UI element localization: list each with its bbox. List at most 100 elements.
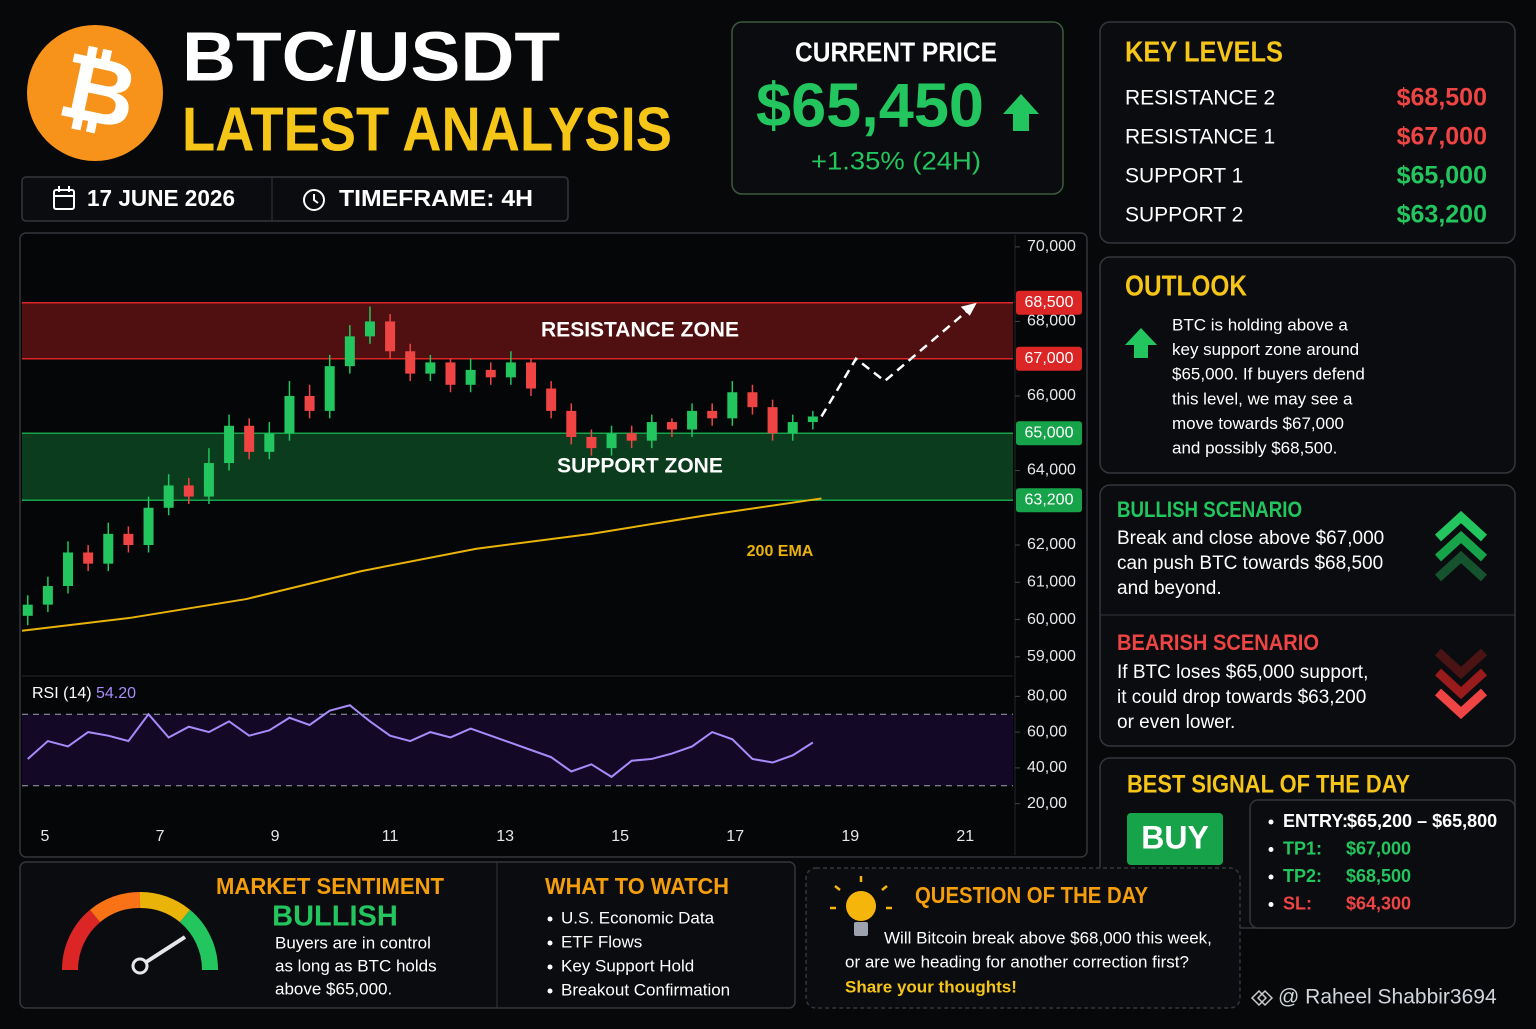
x-tick-label: 17 — [726, 828, 744, 845]
signal-value: $64,300 — [1346, 893, 1411, 913]
bullet — [547, 940, 553, 946]
signal-label: TP1: — [1283, 838, 1322, 858]
ema-line — [21, 497, 822, 632]
chart-panel — [19, 232, 1088, 858]
zone-label: SUPPORT ZONE — [557, 454, 723, 477]
bullet — [1268, 874, 1274, 880]
signal-value: $68,500 — [1346, 866, 1411, 886]
candle-body — [83, 552, 94, 564]
rsi-line — [27, 704, 814, 779]
outlook-text: this level, we may see a — [1172, 389, 1353, 408]
signal-label: SL: — [1283, 893, 1312, 913]
sentiment-text: Buyers are in control — [275, 933, 431, 952]
title: BTC/USDT — [182, 17, 560, 95]
y-tick-label: 68,000 — [1027, 313, 1076, 330]
bullish-chevrons — [1434, 510, 1488, 582]
candle-body — [224, 425, 235, 464]
candle-body — [626, 433, 637, 441]
candle-body — [606, 433, 617, 449]
candle-body — [324, 366, 335, 411]
candle-body — [445, 362, 456, 385]
candle-body — [465, 369, 476, 385]
sentiment-value: BULLISH — [272, 901, 398, 933]
y-tick-label: 66,000 — [1027, 387, 1076, 404]
panel-title: BEST SIGNAL OF THE DAY — [1127, 771, 1410, 799]
candle-body — [63, 552, 74, 587]
x-tick-label: 19 — [841, 828, 859, 845]
candle-body — [687, 410, 698, 430]
scenario-text: it could drop towards $63,200 — [1117, 687, 1366, 708]
sentiment-text: as long as BTC holds — [275, 956, 437, 975]
bullet — [1268, 847, 1274, 852]
candle-body — [405, 351, 416, 374]
candle-body — [364, 321, 375, 337]
candle-body — [385, 321, 396, 352]
bearish-chevrons — [1434, 648, 1488, 720]
signal-label: TP2: — [1283, 866, 1322, 886]
candle-body — [264, 433, 275, 452]
outlook-text: key support zone around — [1172, 340, 1359, 359]
y-tick-label: 20,00 — [1027, 795, 1067, 812]
candle-body — [767, 407, 778, 434]
level-value: $67,000 — [1397, 123, 1487, 151]
question-text: Will Bitcoin break above $68,000 this we… — [884, 928, 1212, 947]
scenario-text: can push BTC towards $68,500 — [1117, 553, 1383, 574]
bullet — [1268, 902, 1274, 907]
bullet — [1268, 819, 1274, 825]
rsi-band — [22, 714, 1013, 786]
candle-body — [807, 416, 818, 423]
subtitle: LATEST ANALYSIS — [182, 95, 672, 164]
candle-body — [203, 463, 214, 497]
x-tick-label: 21 — [956, 828, 974, 845]
candle-body — [103, 533, 114, 564]
level-marker — [1016, 290, 1082, 315]
signal-value: $67,000 — [1346, 838, 1411, 858]
y-tick-label: 60,000 — [1027, 611, 1076, 628]
key-levels-box — [1099, 21, 1516, 244]
scenario-title: BULLISH SCENARIO — [1117, 497, 1302, 522]
level-marker-label: 65,000 — [1025, 424, 1074, 441]
candle-body — [183, 485, 194, 497]
scenario-text: If BTC loses $65,000 support, — [1117, 662, 1368, 683]
timeframe: TIMEFRAME: 4H — [339, 185, 533, 211]
gauge — [61, 891, 219, 975]
candle-body — [586, 436, 597, 449]
watch-item: Breakout Confirmation — [561, 980, 730, 999]
scenario-text: Break and close above $67,000 — [1117, 528, 1384, 549]
zone-label: RESISTANCE ZONE — [541, 318, 739, 341]
projection-line — [820, 301, 978, 418]
candle-body — [546, 388, 557, 411]
signal-label: ENTRY: — [1283, 811, 1348, 831]
candle-body — [244, 425, 255, 452]
y-tick-label: 60,00 — [1027, 723, 1067, 740]
price-box — [731, 21, 1064, 195]
scenario-title: BEARISH SCENARIO — [1117, 630, 1319, 655]
bullet — [547, 916, 553, 922]
panel-title: KEY LEVELS — [1125, 37, 1283, 69]
y-tick-label: 64,000 — [1027, 462, 1076, 479]
bullet — [547, 964, 553, 970]
watermark: @ Raheel Shabbir3694 — [1278, 986, 1497, 1009]
section-title: WHAT TO WATCH — [545, 873, 729, 899]
level-label: RESISTANCE 2 — [1125, 87, 1275, 110]
watch-item: ETF Flows — [561, 932, 642, 951]
up-arrow-icon — [1003, 94, 1039, 131]
outlook-text: BTC is holding above a — [1172, 315, 1348, 334]
y-tick-label: 70,000 — [1027, 238, 1076, 255]
candle-body — [707, 410, 718, 419]
scenario-text: or even lower. — [1117, 712, 1235, 733]
candle-body — [485, 369, 496, 378]
buy-button — [1127, 813, 1223, 865]
candle-body — [566, 410, 577, 437]
candle-body — [646, 422, 657, 441]
x-tick-label: 11 — [382, 828, 399, 845]
bottom-box — [19, 861, 796, 1009]
panel-title: OUTLOOK — [1125, 271, 1247, 303]
candle-body — [42, 586, 53, 605]
candle-body — [22, 604, 33, 616]
candle-body — [666, 422, 677, 430]
date-box — [21, 176, 569, 222]
